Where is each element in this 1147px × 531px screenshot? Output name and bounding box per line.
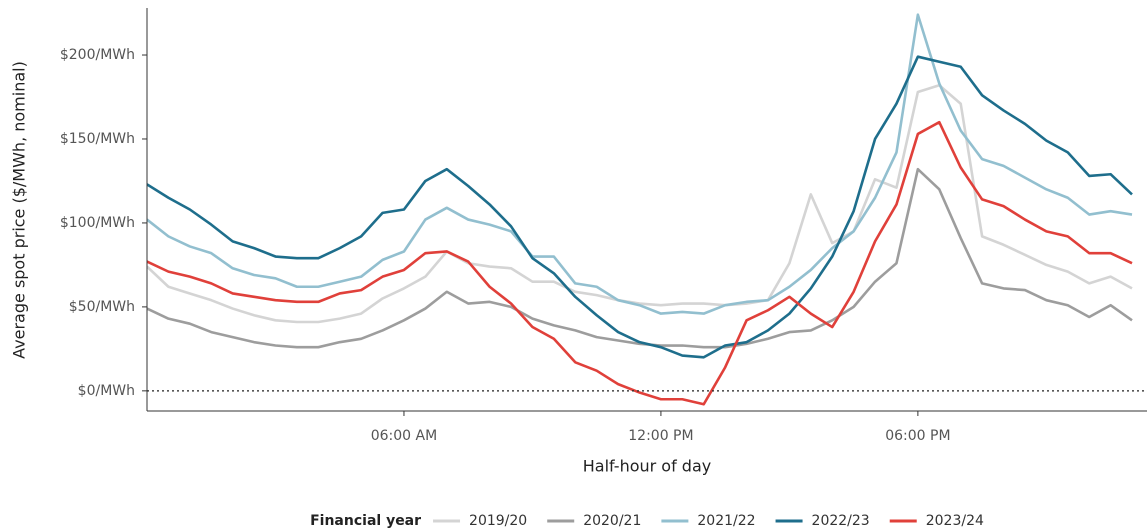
x-tick-label: 06:00 AM <box>371 428 437 444</box>
legend-label: 2020/21 <box>583 513 641 529</box>
x-tick-label: 12:00 PM <box>628 428 693 444</box>
legend-title: Financial year <box>310 513 421 529</box>
y-tick-label: $50/MWh <box>69 299 135 315</box>
legend-label: 2021/22 <box>697 513 755 529</box>
legend-label: 2019/20 <box>469 513 527 529</box>
y-tick-label: $200/MWh <box>60 47 135 63</box>
x-tick-label: 06:00 PM <box>885 428 950 444</box>
x-axis-title: Half-hour of day <box>583 457 711 476</box>
y-axis-title: Average spot price ($/MWh, nominal) <box>10 61 29 359</box>
series-line <box>147 167 1133 349</box>
y-tick-label: $150/MWh <box>60 131 135 147</box>
legend-label: 2023/24 <box>926 513 984 529</box>
series-line <box>147 13 1133 315</box>
legend-label: 2022/23 <box>812 513 870 529</box>
series-line <box>147 83 1133 324</box>
y-tick-label: $0/MWh <box>78 383 135 399</box>
y-tick-label: $100/MWh <box>60 215 135 231</box>
legend: Financial year 2019/20 2020/21 2021/22 2022/… <box>310 513 984 529</box>
plot-area <box>147 13 1133 406</box>
series-line <box>147 55 1133 359</box>
series-line <box>147 120 1133 406</box>
